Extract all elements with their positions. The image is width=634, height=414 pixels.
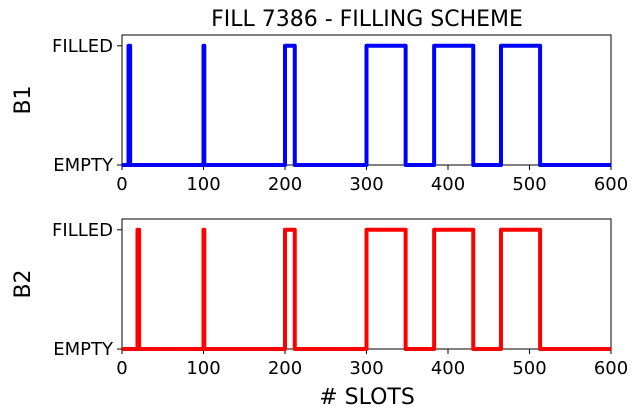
panel-b1-ticks: 0 100 200 300 400 500 600 EMPTY FILLED [52,36,628,195]
x-tick-label: 400 [431,174,465,195]
panel-b1-ylabel: B1 [11,85,36,114]
y-tick-label: EMPTY [53,339,114,360]
y-tick-label: FILLED [52,220,113,241]
x-tick-label: 500 [512,358,546,379]
x-tick-label: 600 [594,174,628,195]
x-tick-label: 300 [349,174,383,195]
y-tick-label: EMPTY [53,155,114,176]
x-tick-label: 500 [512,174,546,195]
panel-b1: B1 0 100 200 300 400 500 600 EMPTY FILLED [11,34,628,195]
panel-b2-ylabel: B2 [11,269,36,298]
x-axis-label: # SLOTS [319,385,415,409]
panel-b2: B2 0 100 200 300 400 500 600 EMPTY FILLED # SLOT… [11,218,628,410]
panel-b2-ticks: 0 100 200 300 400 500 600 EMPTY FILLED [52,220,628,379]
x-tick-label: 0 [116,358,127,379]
x-tick-label: 400 [431,358,465,379]
x-tick-label: 600 [594,358,628,379]
panel-b2-series [122,227,611,351]
y-tick-label: FILLED [52,36,113,57]
filling-series-line [122,227,611,351]
x-tick-label: 0 [116,174,127,195]
x-tick-label: 100 [186,358,220,379]
chart-title: FILL 7386 - FILLING SCHEME [211,7,523,32]
filling-series-line [122,43,611,167]
panel-b1-series [122,43,611,167]
x-tick-label: 300 [349,358,383,379]
x-tick-label: 200 [268,358,302,379]
x-tick-label: 200 [268,174,302,195]
x-tick-label: 100 [186,174,220,195]
